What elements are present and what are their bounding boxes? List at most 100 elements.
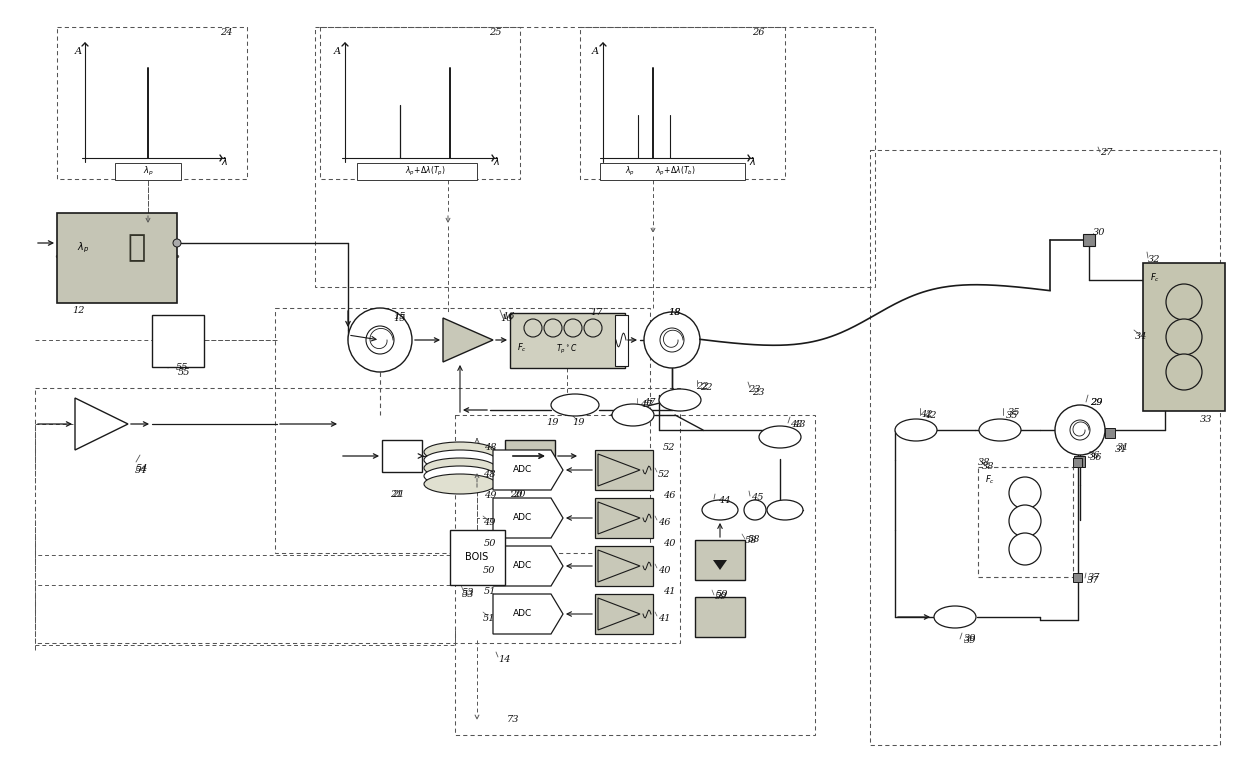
Text: 16: 16 [500, 314, 512, 323]
Ellipse shape [613, 404, 653, 426]
Text: ✳: ✳ [128, 233, 146, 264]
Circle shape [1166, 284, 1202, 320]
Circle shape [1166, 319, 1202, 355]
Text: 21: 21 [392, 490, 404, 499]
Text: 41: 41 [658, 614, 671, 623]
Bar [595, 594, 653, 634]
Text: $\lambda_p$: $\lambda_p$ [77, 241, 89, 255]
Text: A: A [591, 47, 599, 56]
Circle shape [525, 319, 542, 337]
Bar [1105, 428, 1115, 438]
Text: 55: 55 [179, 368, 191, 377]
Text: 27: 27 [1100, 148, 1112, 157]
Text: $\lambda$: $\lambda$ [494, 155, 501, 167]
Circle shape [584, 319, 601, 337]
Bar [870, 150, 1220, 745]
Text: 49: 49 [484, 491, 496, 500]
Text: 48: 48 [484, 470, 496, 479]
Text: 50: 50 [484, 539, 496, 548]
Bar [450, 530, 505, 585]
Bar [57, 27, 247, 179]
Text: 23: 23 [751, 388, 765, 397]
Polygon shape [74, 398, 128, 450]
Bar [1073, 458, 1083, 467]
Text: $\lambda_p\!+\!\Delta\lambda(T_p)$: $\lambda_p\!+\!\Delta\lambda(T_p)$ [404, 165, 445, 178]
Bar [1083, 234, 1095, 246]
Bar [978, 467, 1073, 577]
Bar [357, 163, 477, 180]
Text: 32: 32 [1148, 255, 1161, 264]
Text: 54: 54 [136, 464, 149, 473]
Text: 54: 54 [135, 466, 148, 475]
Bar [275, 308, 650, 553]
Text: 29: 29 [1090, 398, 1102, 407]
Bar [600, 163, 745, 180]
Text: ADC: ADC [513, 465, 533, 475]
Ellipse shape [934, 606, 976, 628]
Bar [382, 440, 422, 472]
Ellipse shape [658, 389, 701, 411]
Text: 42: 42 [920, 410, 932, 419]
Circle shape [1166, 354, 1202, 390]
Text: 18: 18 [668, 308, 681, 317]
Circle shape [348, 308, 412, 372]
Text: 19: 19 [546, 418, 558, 427]
Text: A: A [334, 47, 341, 56]
Bar [455, 415, 815, 735]
Text: 42: 42 [924, 411, 936, 420]
Circle shape [564, 319, 582, 337]
Bar [115, 163, 181, 180]
Text: 20: 20 [510, 490, 522, 499]
Text: 58: 58 [745, 536, 758, 545]
Polygon shape [494, 498, 563, 538]
Text: 47: 47 [640, 400, 652, 409]
Text: ADC: ADC [513, 561, 533, 570]
Text: 58: 58 [748, 535, 760, 544]
Bar [35, 388, 680, 643]
Circle shape [544, 319, 562, 337]
Text: 36: 36 [1087, 451, 1101, 460]
Text: 53: 53 [463, 588, 475, 597]
Text: 21: 21 [391, 490, 403, 499]
Text: 37: 37 [1087, 573, 1101, 582]
Bar [153, 315, 205, 367]
Text: 55: 55 [176, 363, 188, 372]
Text: 17: 17 [590, 308, 603, 317]
Text: 39: 39 [963, 634, 977, 643]
Text: 34: 34 [1135, 332, 1147, 341]
Polygon shape [494, 546, 563, 586]
Text: A: A [74, 47, 82, 56]
Polygon shape [443, 318, 494, 362]
Bar [315, 27, 875, 287]
Text: 45: 45 [751, 493, 764, 502]
Text: 15: 15 [393, 314, 405, 323]
Circle shape [1009, 505, 1042, 537]
Bar [694, 597, 745, 637]
Text: 20: 20 [513, 490, 526, 499]
Text: 16: 16 [502, 312, 515, 321]
Polygon shape [598, 454, 640, 486]
Text: $\lambda$: $\lambda$ [222, 155, 228, 167]
Text: 47: 47 [644, 398, 656, 407]
Text: 46: 46 [663, 491, 676, 500]
Ellipse shape [424, 458, 496, 478]
Text: 37: 37 [1087, 576, 1100, 585]
Text: 43: 43 [790, 420, 802, 429]
Polygon shape [598, 598, 640, 630]
Text: ADC: ADC [513, 513, 533, 523]
Text: 15: 15 [393, 312, 405, 321]
Circle shape [174, 239, 181, 247]
Bar [595, 498, 653, 538]
Text: $\lambda_p$: $\lambda_p$ [143, 165, 154, 178]
Text: $T_p{^\circ}C$: $T_p{^\circ}C$ [557, 342, 578, 356]
Text: 29: 29 [1090, 398, 1102, 407]
Ellipse shape [424, 474, 496, 494]
Text: 38: 38 [982, 462, 994, 471]
Text: $\lambda_p\!+\!\Delta\lambda(T_b)$: $\lambda_p\!+\!\Delta\lambda(T_b)$ [655, 165, 696, 178]
Text: 31: 31 [1117, 443, 1130, 452]
Text: 22: 22 [701, 383, 713, 392]
Bar [595, 450, 653, 490]
Text: 39: 39 [963, 636, 977, 645]
Text: 35: 35 [1008, 408, 1021, 417]
Bar [1073, 573, 1083, 582]
